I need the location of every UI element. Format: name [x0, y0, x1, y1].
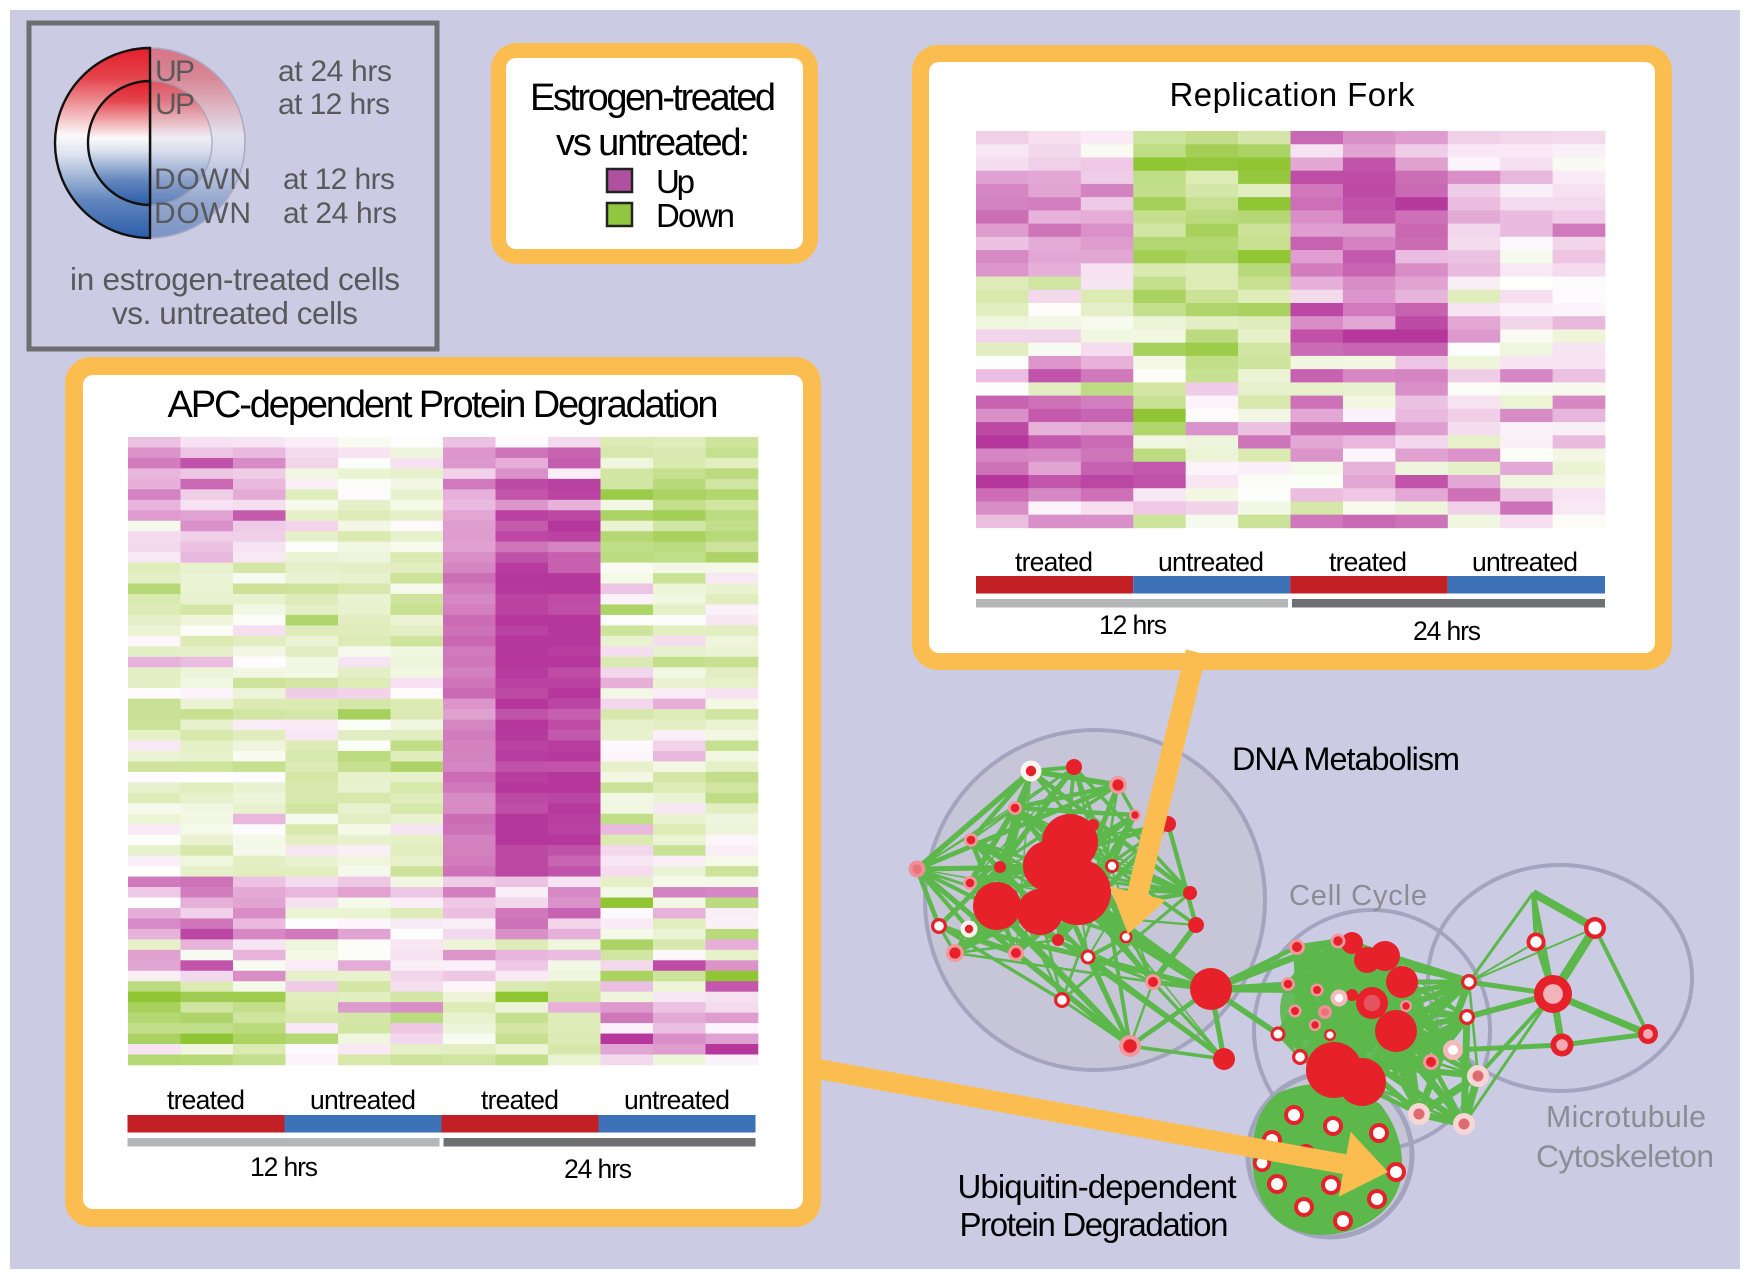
svg-text:12 hrs: 12 hrs — [1099, 610, 1167, 640]
svg-text:24 hrs: 24 hrs — [564, 1154, 632, 1184]
svg-text:Microtubule: Microtubule — [1546, 1101, 1706, 1134]
svg-text:DOWN: DOWN — [154, 197, 251, 230]
svg-text:at 12 hrs: at 12 hrs — [278, 88, 390, 121]
svg-text:Down: Down — [656, 197, 735, 234]
svg-text:UP: UP — [155, 55, 195, 88]
svg-text:at 24 hrs: at 24 hrs — [278, 55, 392, 88]
svg-text:at 12 hrs: at 12 hrs — [283, 163, 395, 196]
svg-text:untreated: untreated — [1472, 547, 1578, 577]
svg-text:DNA Metabolism: DNA Metabolism — [1232, 741, 1460, 777]
svg-text:untreated: untreated — [624, 1085, 730, 1115]
svg-text:Ubiquitin-dependent: Ubiquitin-dependent — [958, 1168, 1237, 1205]
svg-text:Up: Up — [656, 163, 695, 200]
svg-text:untreated: untreated — [310, 1085, 416, 1115]
svg-text:12 hrs: 12 hrs — [250, 1152, 318, 1182]
svg-text:treated: treated — [167, 1085, 245, 1115]
svg-text:in estrogen-treated cells: in estrogen-treated cells — [70, 261, 400, 297]
svg-text:vs untreated:: vs untreated: — [556, 122, 750, 164]
svg-text:at 24 hrs: at 24 hrs — [283, 197, 397, 230]
svg-text:Cytoskeleton: Cytoskeleton — [1536, 1138, 1714, 1174]
svg-text:Cell Cycle: Cell Cycle — [1289, 880, 1427, 912]
svg-text:APC-dependent Protein Degradat: APC-dependent Protein Degradation — [168, 384, 719, 426]
svg-text:treated: treated — [481, 1085, 559, 1115]
svg-text:untreated: untreated — [1158, 547, 1264, 577]
svg-text:treated: treated — [1015, 547, 1093, 577]
svg-text:24 hrs: 24 hrs — [1413, 616, 1481, 646]
svg-text:Protein Degradation: Protein Degradation — [960, 1206, 1229, 1243]
svg-text:Estrogen-treated: Estrogen-treated — [530, 77, 776, 119]
svg-text:vs. untreated cells: vs. untreated cells — [112, 295, 358, 331]
svg-text:Replication Fork: Replication Fork — [1170, 76, 1416, 113]
svg-text:UP: UP — [155, 88, 195, 121]
svg-text:DOWN: DOWN — [154, 163, 251, 196]
svg-text:treated: treated — [1329, 547, 1407, 577]
